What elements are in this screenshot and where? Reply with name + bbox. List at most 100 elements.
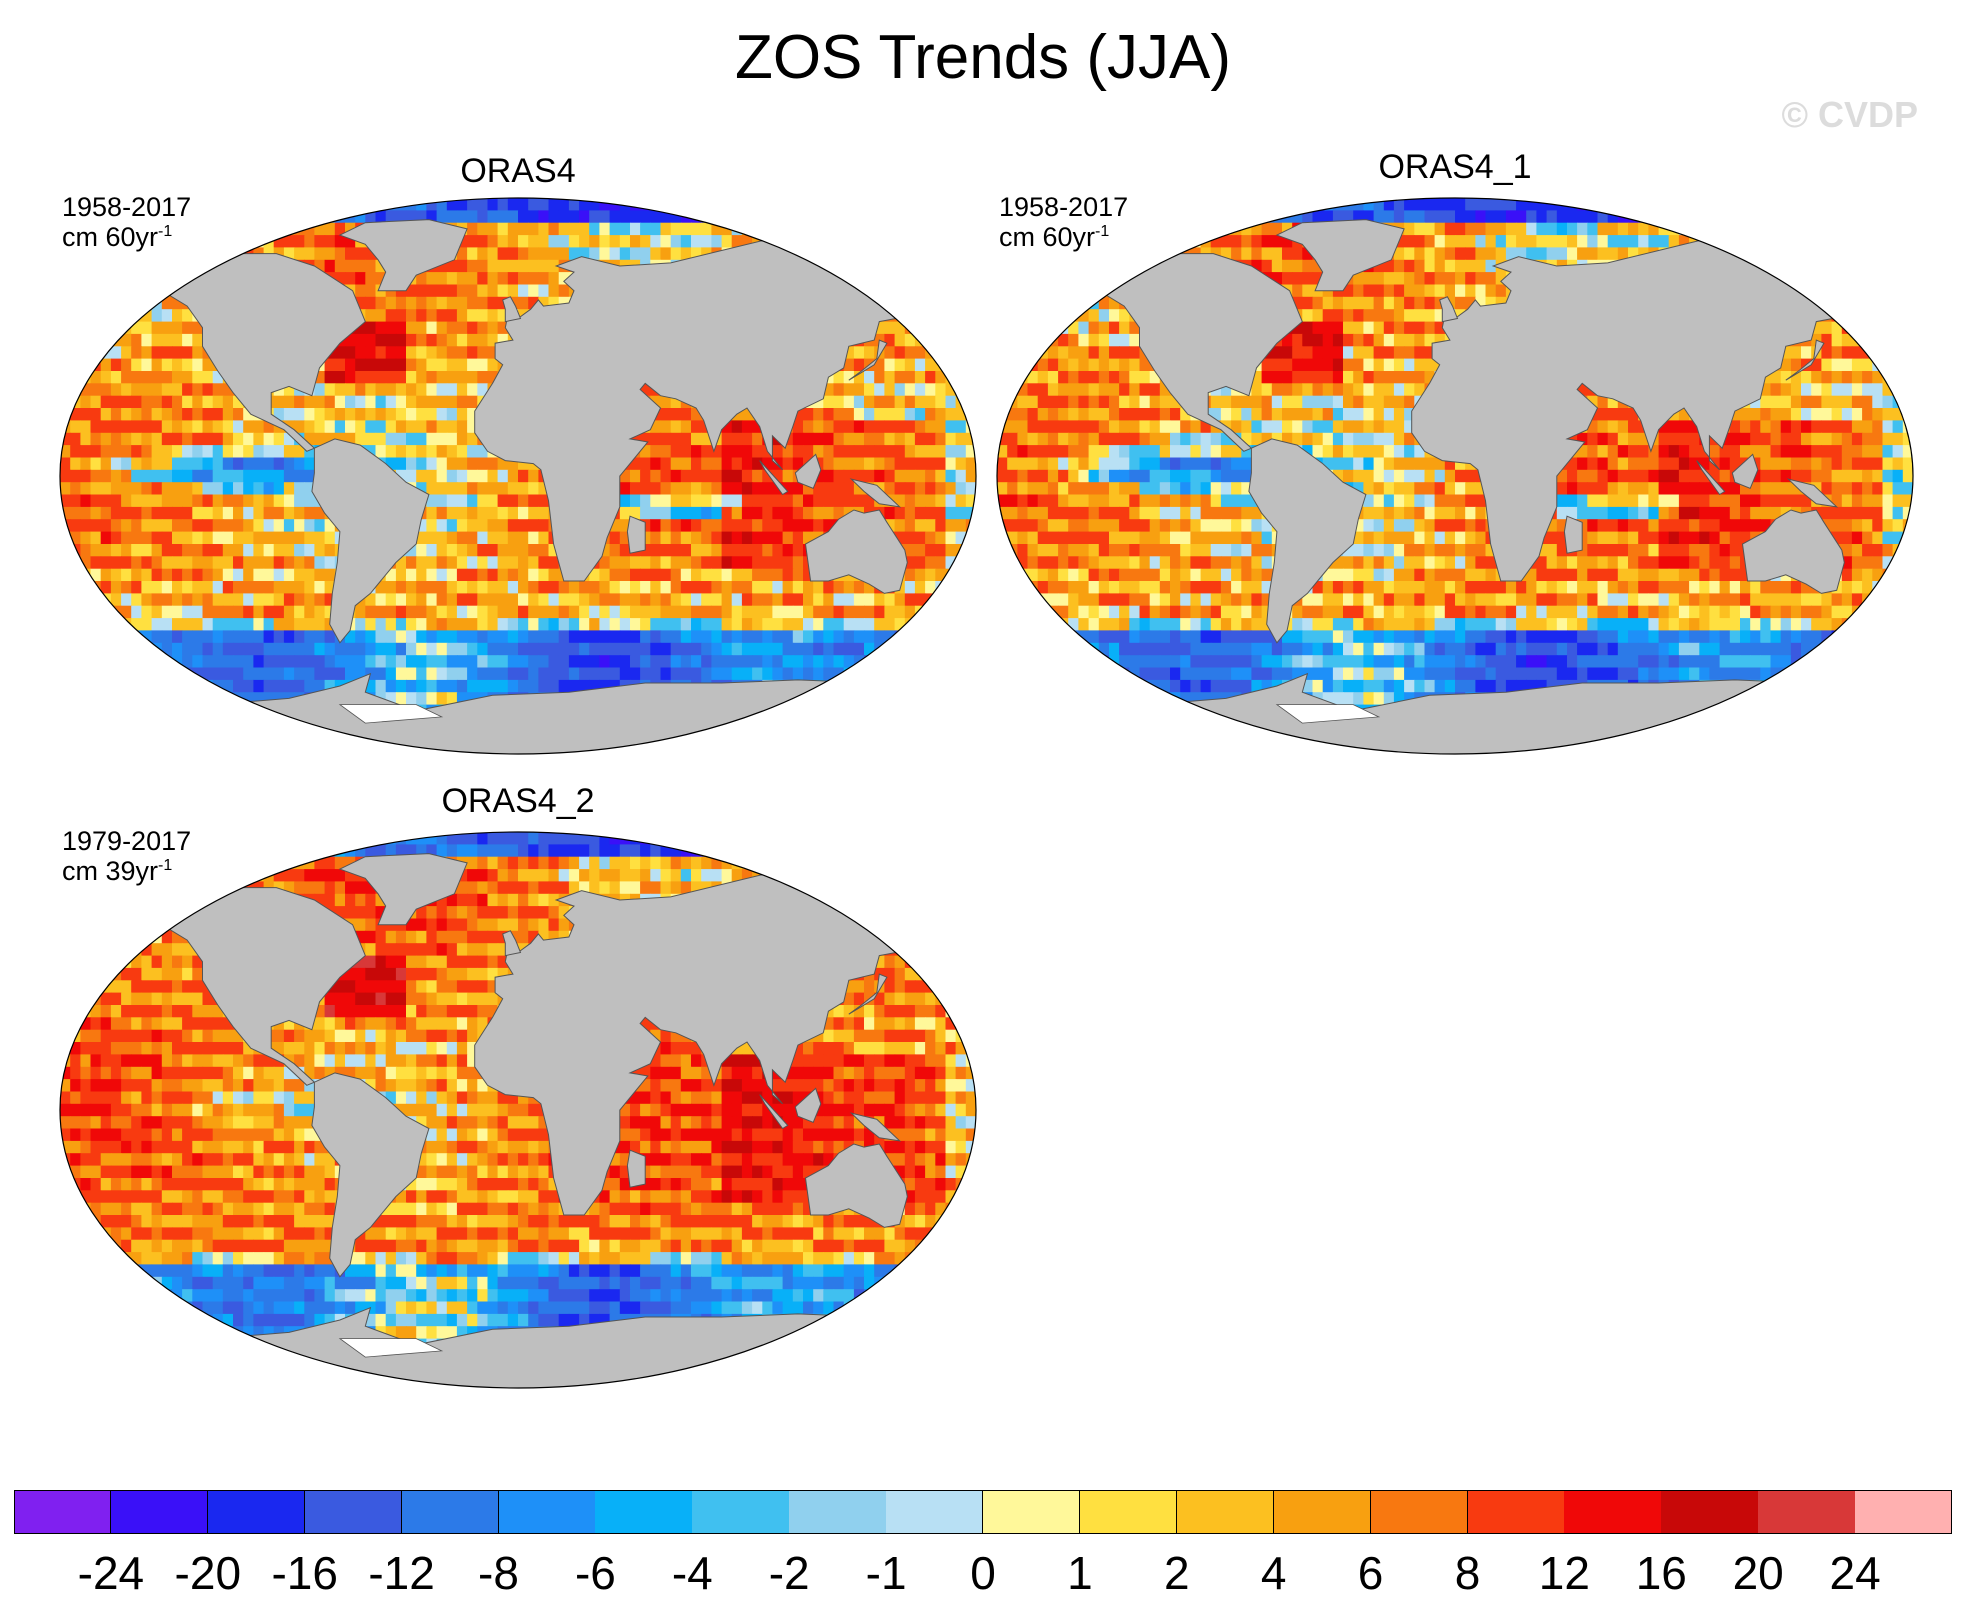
colorbar-tick-label: 1 xyxy=(1067,1547,1093,1599)
colorbar-swatch xyxy=(1758,1490,1856,1534)
colorbar-tick-label: -20 xyxy=(174,1547,242,1599)
land-mass xyxy=(939,1214,972,1253)
land-mass xyxy=(1741,509,1845,594)
panel-unit-text: cm 60yr xyxy=(999,222,1096,252)
land-mass xyxy=(338,853,468,926)
land-mass xyxy=(1439,296,1459,323)
panel-title: ORAS4 xyxy=(460,152,576,190)
land-mass xyxy=(804,1143,908,1228)
land-mass xyxy=(338,219,468,292)
colorbar-tick-label: -12 xyxy=(368,1547,435,1599)
colorbar-tick-label: 0 xyxy=(970,1547,996,1599)
colorbar-tick-label: 2 xyxy=(1164,1547,1190,1599)
land-mass xyxy=(502,930,522,957)
land-mass xyxy=(89,887,366,1086)
colorbar-tick-label: 12 xyxy=(1538,1547,1590,1599)
land-mass xyxy=(1785,339,1825,381)
panel-unit-text: cm 60yr xyxy=(62,222,159,252)
land-mass xyxy=(848,973,888,1015)
map-outline xyxy=(59,831,977,1389)
colorbar-swatch xyxy=(1273,1490,1372,1534)
panel-period: 1958-2017 xyxy=(999,192,1129,222)
colorbar-swatch xyxy=(1467,1490,1565,1534)
land-mass xyxy=(626,515,646,554)
map-outline xyxy=(59,197,977,755)
colorbar-swatch xyxy=(14,1490,112,1534)
colorbar-swatch xyxy=(401,1490,499,1534)
colorbar-swatch xyxy=(1079,1490,1178,1534)
ice-shelf xyxy=(1848,704,1913,730)
sea-level-trend-field xyxy=(60,832,976,1388)
colorbar-tick-label: -16 xyxy=(271,1547,338,1599)
colorbar-tick-label: 6 xyxy=(1357,1547,1384,1599)
panel-unit-exponent: -1 xyxy=(158,857,173,874)
colorbar-swatch xyxy=(983,1490,1081,1534)
colorbar xyxy=(14,1490,1953,1534)
panel-unit: cm 39yr-1 xyxy=(62,856,172,887)
land-mass xyxy=(474,237,976,582)
figure-title: ZOS Trends (JJA) xyxy=(734,23,1232,92)
global-map-oras4-1 xyxy=(996,197,1914,755)
land-mass xyxy=(502,296,522,323)
colorbar-swatch xyxy=(110,1490,209,1534)
panel-title: ORAS4_2 xyxy=(441,782,595,820)
colorbar-swatch xyxy=(692,1490,790,1534)
colorbar-tick-label: -6 xyxy=(574,1547,616,1599)
land-mass xyxy=(1786,478,1839,508)
colorbar-swatch xyxy=(1564,1490,1662,1534)
ice-shelf xyxy=(997,710,1075,730)
panel-period: 1958-2017 xyxy=(62,192,192,222)
colorbar-tick-label: -24 xyxy=(77,1547,145,1599)
land-mass xyxy=(1876,580,1909,619)
colorbar-tick-label: 4 xyxy=(1260,1547,1287,1599)
land-mass xyxy=(311,438,430,644)
ice-shelf xyxy=(911,704,976,730)
ice-shelf xyxy=(338,704,444,724)
land-mass xyxy=(474,871,976,1216)
map-outline xyxy=(996,197,1914,755)
colorbar-labels: -24 -20 -16 -12 -8 -6 -4 -2 -1 0 1 2 4 6 8 12 16 20 24 xyxy=(14,1546,1952,1606)
land-mass xyxy=(794,1087,822,1124)
ice-shelf xyxy=(60,1344,138,1364)
panel-title: ORAS4_1 xyxy=(1378,148,1532,186)
colorbar-swatch xyxy=(1661,1490,1759,1534)
land-mass xyxy=(1026,253,1303,452)
colorbar-swatch xyxy=(789,1490,887,1534)
panel-unit: cm 60yr-1 xyxy=(62,222,172,253)
colorbar-tick-label: 8 xyxy=(1454,1547,1481,1599)
cvdp-watermark: © CVDP xyxy=(1781,94,1918,135)
colorbar-swatch xyxy=(1855,1490,1953,1534)
ice-shelf xyxy=(60,710,138,730)
land-mass xyxy=(759,460,789,496)
colorbar-tick-label: -8 xyxy=(478,1547,519,1599)
land-mass xyxy=(939,580,972,619)
land-mass xyxy=(1696,460,1726,496)
ice-shelf xyxy=(1275,704,1381,724)
colorbar-swatch xyxy=(886,1490,984,1534)
colorbar-swatch xyxy=(595,1490,693,1534)
colorbar-swatch xyxy=(1176,1490,1275,1534)
colorbar-tick-label: -1 xyxy=(865,1547,907,1599)
panel-period: 1979-2017 xyxy=(62,826,192,856)
colorbar-tick-label: 20 xyxy=(1732,1547,1784,1599)
land-mass xyxy=(759,1094,789,1130)
colorbar-tick-label: 24 xyxy=(1829,1547,1881,1599)
sea-level-trend-field xyxy=(997,198,1913,754)
ice-shelf xyxy=(338,1338,444,1358)
colorbar-tick-label: -4 xyxy=(671,1547,713,1599)
colorbar-tick-label: 16 xyxy=(1635,1547,1687,1599)
land-mass xyxy=(1411,237,1913,582)
land-mass xyxy=(311,1072,430,1278)
land-mass xyxy=(1275,219,1405,292)
colorbar-swatch xyxy=(498,1490,596,1534)
panel-unit-exponent: -1 xyxy=(1095,223,1110,240)
global-map-oras4-2 xyxy=(59,831,977,1389)
panel-unit-exponent: -1 xyxy=(158,223,173,240)
land-mass xyxy=(849,478,902,508)
land-mass xyxy=(848,339,888,381)
colorbar-tick-label: -2 xyxy=(768,1547,810,1599)
ice-shelf xyxy=(911,1338,976,1364)
panel-unit-text: cm 39yr xyxy=(62,856,159,886)
global-map-oras4 xyxy=(59,197,977,755)
land-mass xyxy=(849,1112,902,1142)
